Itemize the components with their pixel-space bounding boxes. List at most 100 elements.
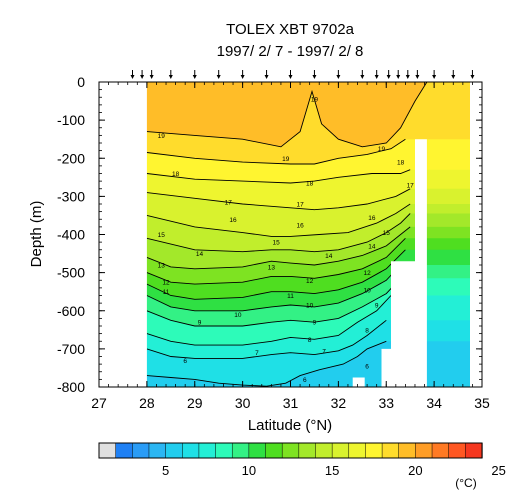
colorbar-swatch (248, 442, 267, 459)
contour-label: 7 (255, 350, 259, 357)
station-marker-head (396, 75, 401, 79)
station-marker-head (312, 75, 317, 79)
colorbar-swatch (431, 442, 450, 459)
contour-label: 13 (268, 264, 276, 271)
colorbar-swatch (198, 442, 217, 459)
contour-line-17 (146, 169, 411, 184)
colorbar-swatch (281, 442, 300, 459)
colorbar-swatch (348, 442, 367, 459)
contour-label: 19 (378, 146, 386, 153)
x-axis: 27 28 29 30 31 32 33 34 35 (91, 82, 490, 411)
colorbar-swatch (231, 442, 250, 459)
contour-label: 14 (325, 253, 333, 260)
station-marker-head (240, 75, 245, 79)
fill-band-19 (99, 82, 482, 147)
station-marker-head (405, 75, 410, 79)
station-markers (130, 70, 475, 79)
contour-label: 18 (397, 160, 405, 167)
contour-label: 12 (306, 278, 314, 285)
contour-labels: 19 19 19 19 18 18 18 17 17 17 16 16 16 15 15 15 14 14 14 13… (158, 97, 415, 384)
x-tick-label: 27 (91, 395, 107, 411)
colorbar-swatch (215, 442, 233, 459)
station-marker-head (149, 75, 154, 79)
colorbar: 5 10 15 20 25 (98, 442, 506, 478)
colorbar-swatch (381, 442, 400, 459)
no-data-region (381, 348, 391, 387)
no-data-region (415, 139, 427, 387)
colorbar-swatch (182, 442, 200, 459)
y-tick-label: -400 (57, 227, 85, 243)
contour-label: 19 (282, 156, 290, 163)
colorbar-swatch (298, 442, 317, 459)
contour-label: 15 (273, 240, 281, 247)
contour-label: 10 (306, 303, 314, 310)
colorbar-swatch (115, 442, 133, 459)
x-axis-label: Latitude (°N) (248, 417, 332, 434)
station-marker-head (264, 75, 269, 79)
colorbar-tick-label: 25 (491, 463, 505, 478)
contour-label: 16 (368, 215, 376, 222)
x-tick-label: 34 (426, 395, 442, 411)
contour-line-16 (146, 188, 411, 211)
colorbar-tick-label: 10 (242, 463, 256, 478)
contour-label: 8 (308, 337, 312, 344)
contour-line-6 (146, 340, 387, 387)
y-tick-label: -300 (57, 188, 85, 204)
station-marker-head (415, 75, 420, 79)
x-tick-label: 35 (474, 395, 490, 411)
contour-label: 10 (363, 287, 371, 294)
contour-label: 18 (172, 171, 180, 178)
contour-line-13 (146, 226, 411, 270)
no-data-region (99, 82, 147, 387)
y-tick-label: -600 (57, 303, 85, 319)
contour-line-15 (146, 203, 411, 237)
contour-label: 15 (383, 230, 391, 237)
contour-label: 16 (229, 217, 237, 224)
station-marker-head (192, 75, 197, 79)
contour-label: 6 (303, 377, 307, 384)
contour-label: 17 (296, 202, 304, 209)
contour-label: 6 (365, 364, 369, 371)
y-axis: 0 -100 -200 -300 -400 -500 -600 -700 -800 (57, 74, 482, 395)
contour-line-9 (146, 277, 401, 327)
colorbar-swatch (398, 442, 417, 459)
station-marker-head (140, 75, 145, 79)
contour-label: 16 (296, 222, 304, 229)
no-data-regions (99, 82, 482, 387)
colorbar-swatch (365, 442, 383, 459)
contour-label: 17 (225, 200, 233, 207)
chart-subtitle: 1997/ 2/ 7 - 1997/ 2/ 8 (217, 43, 364, 60)
y-tick-label: -200 (57, 150, 85, 166)
x-tick-label: 31 (283, 395, 299, 411)
contour-line-18 (146, 138, 406, 165)
colorbar-swatch (165, 442, 183, 459)
contour-label: 11 (287, 293, 294, 300)
contour-label: 6 (183, 358, 187, 365)
contour-label: 8 (365, 327, 369, 334)
contour-label: 17 (407, 182, 415, 189)
colorbar-swatch (331, 442, 350, 459)
colorbar-tick-label: 20 (408, 463, 422, 478)
station-marker-head (451, 75, 456, 79)
contour-label: 13 (158, 263, 166, 270)
y-tick-label: -700 (57, 341, 85, 357)
station-marker-head (386, 75, 391, 79)
contour-line-11 (146, 249, 406, 300)
contour-label: 9 (198, 320, 202, 327)
x-tick-label: 28 (139, 395, 155, 411)
plot-area: 19 19 19 19 18 18 18 17 17 17 16 16 16 15 15 15 14 14 14 13… (99, 82, 482, 387)
contour-label: 11 (163, 289, 170, 296)
contour-label: 14 (196, 251, 204, 258)
contour-line-7 (146, 319, 387, 359)
station-marker-head (374, 75, 379, 79)
no-data-region (391, 261, 415, 387)
contour-label: 10 (234, 312, 242, 319)
contour-line-12 (146, 237, 406, 285)
y-tick-label: -100 (57, 112, 85, 128)
station-marker-head (168, 75, 173, 79)
contour-label: 9 (313, 320, 317, 327)
colorbar-swatch (132, 442, 150, 459)
contour-label: 15 (158, 232, 166, 239)
